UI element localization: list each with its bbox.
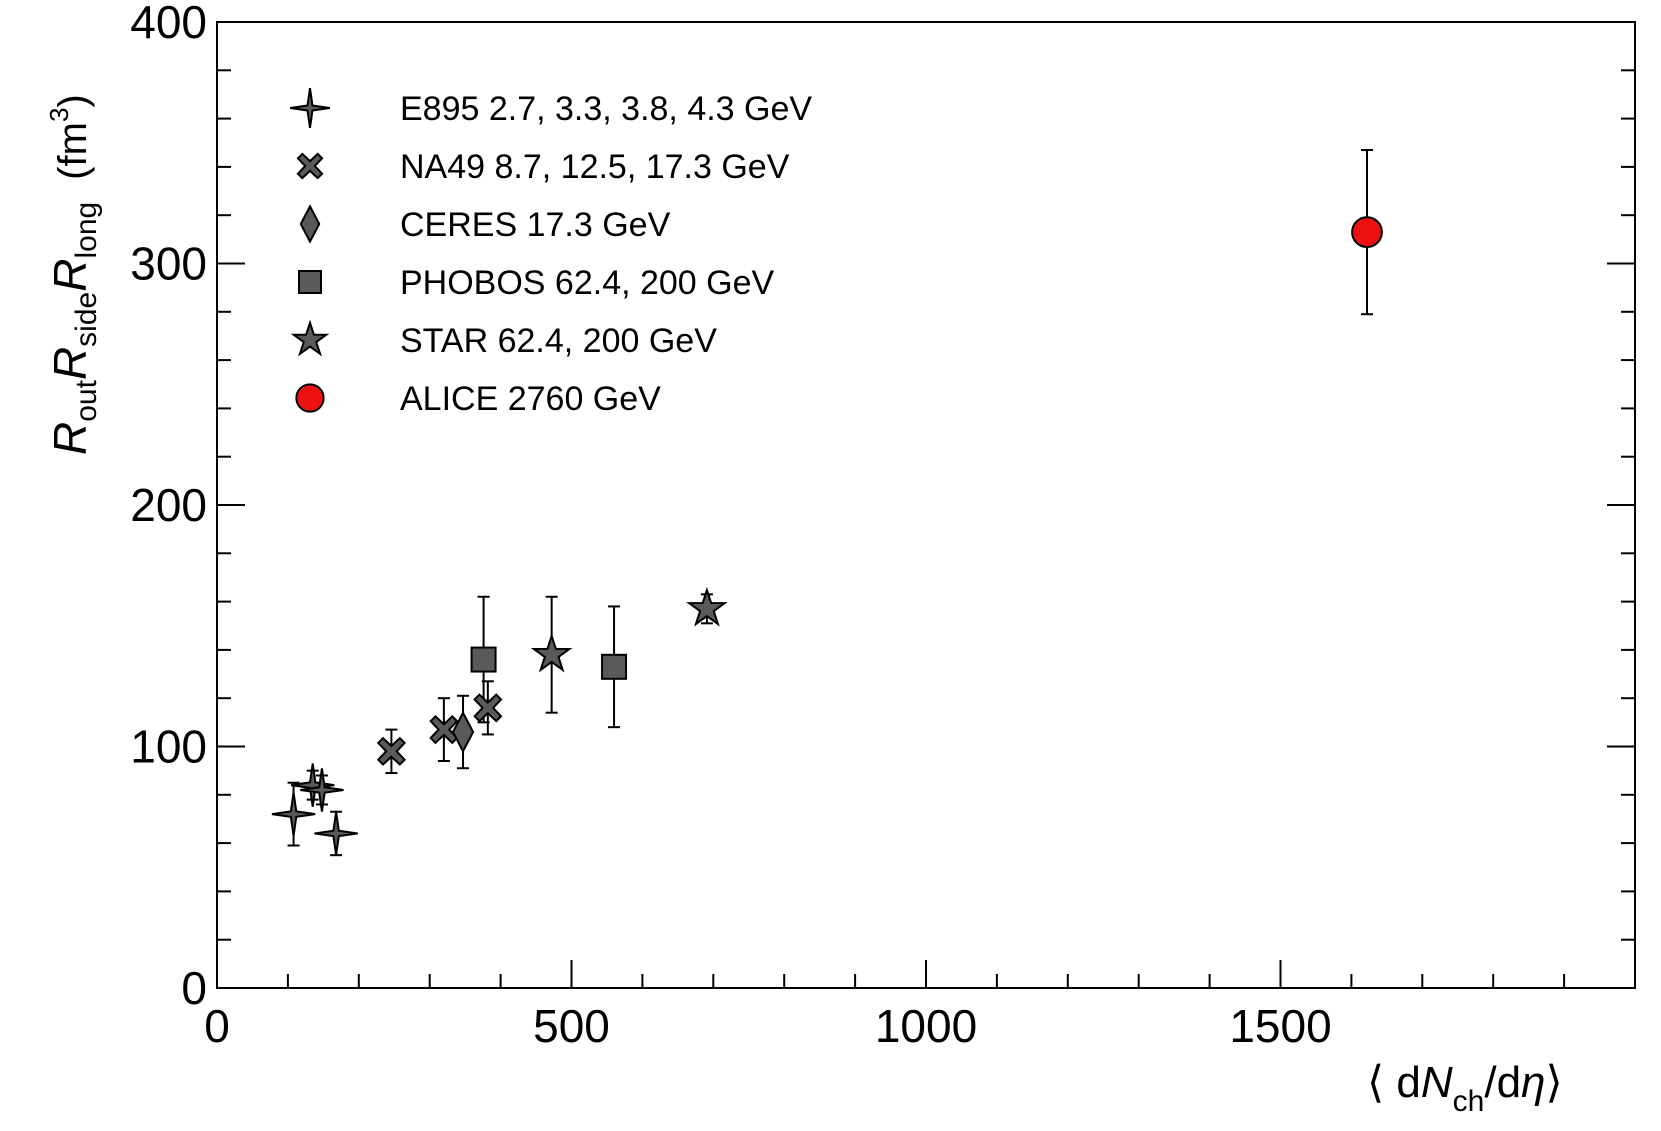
data-point-square: [470, 646, 497, 673]
x-tick-label: 0: [204, 1000, 230, 1052]
data-point-four-point-star: [300, 768, 344, 812]
legend-marker-star: [290, 319, 330, 357]
x-tick-label: 500: [533, 1000, 610, 1052]
x-tick-label: 1500: [1229, 1000, 1331, 1052]
data-point-square: [601, 653, 628, 680]
data-point-star: [686, 586, 728, 627]
tick-labels: 0 500 1000 1500 0 100 200 300 400: [130, 0, 1331, 1052]
legend: E895 2.7, 3.3, 3.8, 4.3 GeV NA49 8.7, 12.…: [290, 88, 812, 418]
y-tick-label: 100: [130, 721, 207, 773]
data-point-four-point-star: [271, 792, 316, 836]
legend-marker-four-point-star: [290, 88, 330, 128]
data-point-circle: [1351, 216, 1383, 248]
legend-label: NA49 8.7, 12.5, 17.3 GeV: [400, 148, 790, 186]
x-axis-title: ⟨ dNch/dη⟩: [1367, 1058, 1563, 1118]
legend-marker-x-cross: [296, 152, 324, 180]
data-points: [271, 216, 1383, 856]
legend-label: E895 2.7, 3.3, 3.8, 4.3 GeV: [400, 90, 812, 128]
x-tick-label: 1000: [875, 1000, 977, 1052]
y-axis-title: RoutRsideRlong(fm3): [44, 94, 103, 455]
y-tick-label: 200: [130, 479, 207, 531]
legend-marker-circle: [295, 383, 325, 413]
legend-label: STAR 62.4, 200 GeV: [400, 322, 717, 360]
legend-marker-diamond: [299, 204, 321, 244]
y-tick-label: 300: [130, 238, 207, 290]
y-tick-label: 400: [130, 0, 207, 48]
data-point-four-point-star: [314, 811, 358, 856]
legend-label: ALICE 2760 GeV: [400, 380, 661, 418]
y-tick-label: 0: [181, 962, 207, 1014]
legend-marker-square: [298, 270, 322, 294]
error-bars: [287, 148, 1373, 857]
plot-frame: [216, 21, 1636, 989]
data-point-x-cross: [473, 693, 503, 723]
data-point-four-point-star: [290, 763, 335, 807]
data-point-diamond: [451, 710, 475, 754]
legend-label: PHOBOS 62.4, 200 GeV: [400, 264, 775, 302]
data-point-x-cross: [376, 736, 407, 766]
legend-label: CERES 17.3 GeV: [400, 206, 671, 244]
data-point-star: [530, 632, 573, 673]
